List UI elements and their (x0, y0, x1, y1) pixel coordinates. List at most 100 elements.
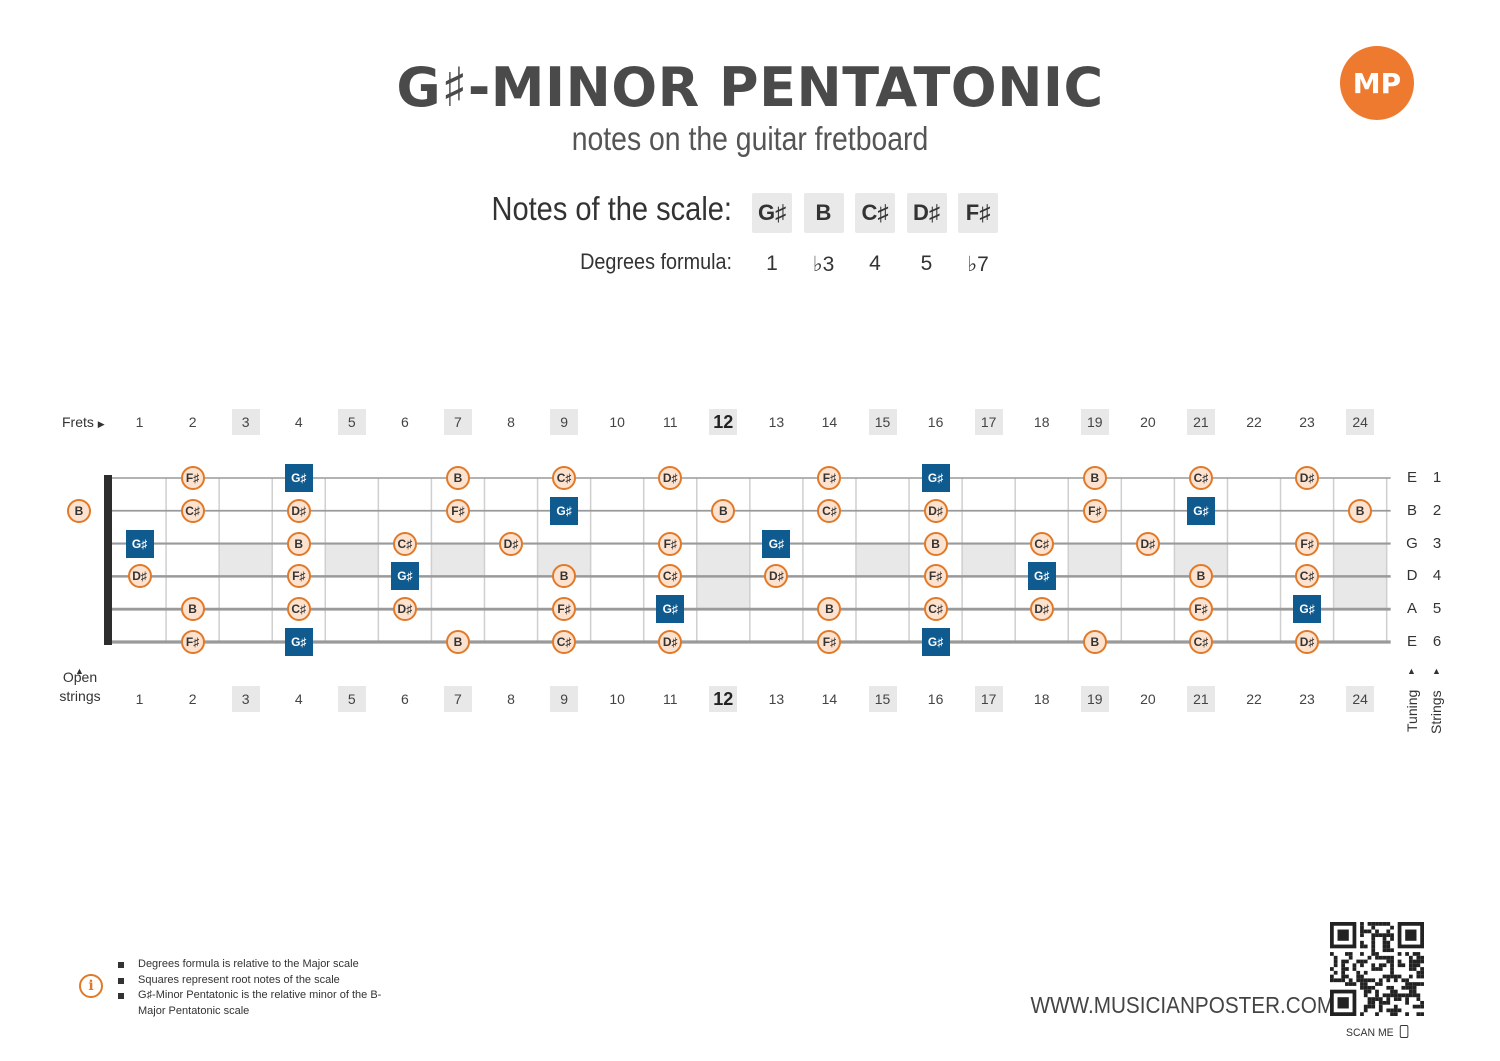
qr-module (1382, 944, 1387, 949)
degrees-formula-label: Degrees formula: (580, 249, 732, 274)
qr-module (1390, 993, 1394, 998)
qr-module (1330, 978, 1334, 983)
qr-module (1420, 982, 1424, 986)
qr-module (1386, 955, 1391, 960)
qr-module (1416, 997, 1421, 1001)
scale-note-box: F♯ (958, 193, 998, 233)
qr-module (1360, 933, 1364, 938)
note-marker: D♯ (286, 498, 311, 523)
arrow-right-icon: ▶ (97, 419, 105, 429)
website-link[interactable]: WWW.MUSICIANPOSTER.COM (1030, 992, 1335, 1018)
fret-number-bottom: 14 (821, 691, 838, 707)
note-marker: C♯ (1029, 531, 1054, 556)
note-marker: C♯ (1188, 466, 1213, 490)
qr-module (1408, 959, 1413, 964)
qr-module (1371, 1000, 1376, 1005)
qr-module (1375, 933, 1379, 938)
qr-module (1390, 1012, 1394, 1016)
qr-code[interactable] (1330, 922, 1424, 1016)
fret-number-bottom: 23 (1299, 691, 1315, 707)
fret-number-bottom: 5 (337, 686, 366, 712)
qr-module (1371, 1004, 1376, 1009)
qr-module (1386, 1000, 1391, 1005)
fret-number-bottom: 10 (609, 691, 625, 707)
qr-module (1375, 967, 1379, 971)
qr-module (1412, 989, 1417, 994)
qr-module (1371, 937, 1376, 941)
nut (104, 475, 112, 645)
qr-module (1386, 922, 1391, 926)
qr-module (1397, 997, 1402, 1001)
fret-number-bottom: 18 (1033, 691, 1050, 707)
qr-module (1405, 997, 1409, 1001)
fret-number-bottom: 7 (443, 686, 472, 712)
note-marker: D♯ (658, 466, 683, 490)
qr-module (1345, 959, 1349, 964)
qr-module (1393, 993, 1398, 998)
note-marker: B (1348, 498, 1373, 523)
qr-module (1386, 940, 1391, 945)
qr-module (1371, 963, 1376, 968)
qr-module (1382, 922, 1387, 926)
open-string-note: B (67, 498, 91, 523)
qr-module (1401, 963, 1406, 968)
qr-module (1375, 982, 1379, 986)
qr-module (1367, 997, 1372, 1001)
qr-module (1371, 933, 1376, 938)
qr-module (1382, 993, 1387, 998)
qr-module (1408, 963, 1413, 968)
note-marker: C♯ (817, 498, 842, 523)
qr-module (1416, 955, 1421, 960)
qr-module (1420, 955, 1424, 960)
qr-module (1386, 974, 1391, 979)
string-tuning: B (1406, 501, 1417, 519)
note-marker: D♯ (1295, 466, 1320, 490)
qr-module (1393, 1004, 1398, 1009)
root-note-marker: G♯ (921, 464, 950, 492)
qr-module (1375, 997, 1379, 1001)
fret-number-top: 1 (135, 414, 144, 430)
fret-number-top: 24 (1346, 409, 1375, 435)
note-marker: C♯ (180, 498, 205, 523)
note-marker: F♯ (180, 630, 205, 654)
qr-module (1405, 1000, 1409, 1005)
fret-number-top: 17 (974, 409, 1003, 435)
qr-module (1333, 978, 1338, 983)
fret-number-top: 9 (550, 409, 579, 435)
qr-module (1341, 963, 1346, 968)
note-marker: D♯ (923, 498, 948, 523)
string-number: 2 (1432, 501, 1442, 519)
scale-note-box: C♯ (855, 193, 895, 233)
qr-module (1390, 989, 1394, 994)
note-marker: D♯ (499, 531, 524, 556)
fret-number-bottom: 6 (400, 691, 409, 707)
qr-module (1408, 982, 1413, 986)
fret-number-top: 16 (927, 414, 944, 430)
fret-number-bottom: 3 (231, 686, 260, 712)
qr-module (1416, 952, 1421, 956)
qr-module (1363, 959, 1368, 964)
qr-module (1382, 937, 1387, 941)
qr-module (1390, 985, 1394, 990)
fret-number-top: 7 (443, 409, 472, 435)
note-marker: D♯ (127, 564, 152, 589)
fret-number-top: 11 (662, 414, 678, 430)
qr-module (1420, 967, 1424, 971)
qr-module (1360, 982, 1364, 986)
root-note-marker: G♯ (125, 529, 154, 558)
note-marker: F♯ (817, 466, 842, 490)
note-marker: B (923, 531, 948, 556)
info-icon: i (79, 974, 103, 998)
qr-module (1360, 925, 1364, 930)
qr-module (1390, 959, 1394, 964)
fret-number-bottom: 21 (1186, 686, 1215, 712)
note-marker: F♯ (923, 564, 948, 589)
fret-number-top: 4 (294, 414, 303, 430)
qr-module (1348, 955, 1353, 960)
qr-module (1378, 922, 1383, 926)
qr-module (1405, 993, 1409, 998)
qr-module (1360, 974, 1364, 979)
degree-value: ♭3 (812, 253, 835, 276)
scan-me-text: SCAN ME (1346, 1027, 1394, 1039)
qr-module (1405, 982, 1409, 986)
